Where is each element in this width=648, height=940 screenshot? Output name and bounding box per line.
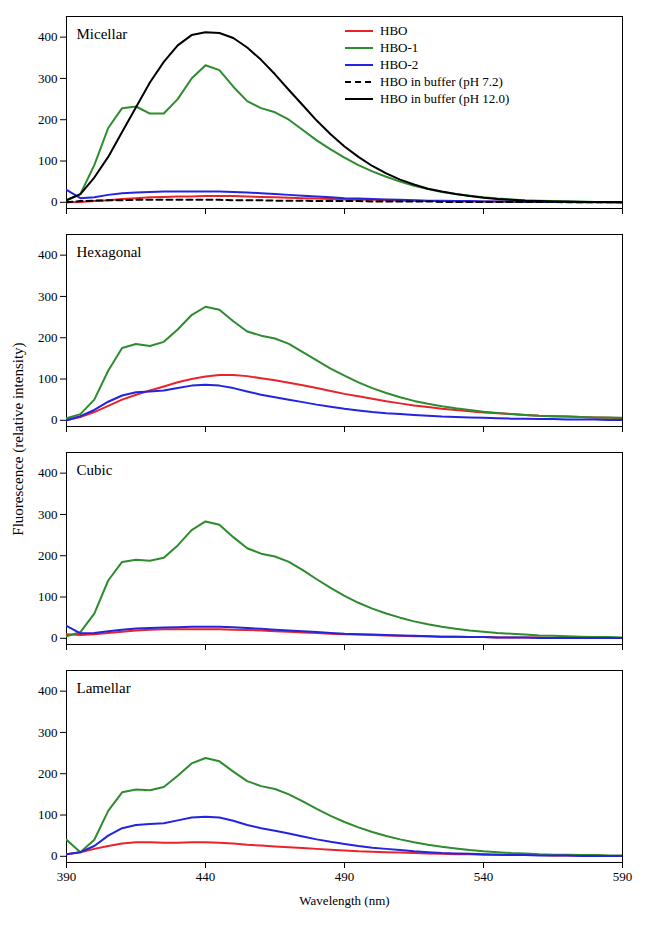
svg-text:0: 0 <box>51 630 58 645</box>
svg-text:100: 100 <box>38 589 58 604</box>
html-text:HBO-1: HBO-1 <box>380 39 419 55</box>
svg-text:400: 400 <box>38 465 58 480</box>
html-text:HBO in buffer (pH 12.0): HBO in buffer (pH 12.0) <box>380 90 510 106</box>
svg-text:400: 400 <box>38 247 58 262</box>
svg-text:300: 300 <box>38 725 58 740</box>
html-text:Fluorescence (relative intensi: Fluorescence (relative intensity) <box>10 342 26 536</box>
svg-text:400: 400 <box>38 29 58 44</box>
svg-text:0: 0 <box>51 194 58 209</box>
svg-text:200: 200 <box>38 548 58 563</box>
svg-text:200: 200 <box>38 766 58 781</box>
svg-text:100: 100 <box>38 153 58 168</box>
svg-text:590: 590 <box>613 869 633 884</box>
svg-text:100: 100 <box>38 371 58 386</box>
svg-text:100: 100 <box>38 807 58 822</box>
svg-text:200: 200 <box>38 330 58 345</box>
svg-text:200: 200 <box>38 112 58 127</box>
svg-text:Hexagonal: Hexagonal <box>77 244 142 260</box>
svg-text:540: 540 <box>474 869 494 884</box>
html-text:HBO: HBO <box>380 22 408 38</box>
svg-text:Lamellar: Lamellar <box>77 680 131 696</box>
svg-text:400: 400 <box>38 683 58 698</box>
svg-text:0: 0 <box>51 412 58 427</box>
html-text:HBO in buffer (pH 7.2): HBO in buffer (pH 7.2) <box>380 73 503 89</box>
svg-text:300: 300 <box>38 71 58 86</box>
svg-text:Wavelength (nm): Wavelength (nm) <box>299 893 389 908</box>
svg-text:390: 390 <box>57 869 77 884</box>
svg-text:Cubic: Cubic <box>77 462 113 478</box>
svg-text:300: 300 <box>38 289 58 304</box>
svg-text:300: 300 <box>38 507 58 522</box>
svg-text:490: 490 <box>335 869 355 884</box>
svg-text:440: 440 <box>196 869 216 884</box>
html-text:HBO-2: HBO-2 <box>380 56 419 72</box>
svg-text:0: 0 <box>51 848 58 863</box>
svg-text:Micellar: Micellar <box>77 26 128 42</box>
